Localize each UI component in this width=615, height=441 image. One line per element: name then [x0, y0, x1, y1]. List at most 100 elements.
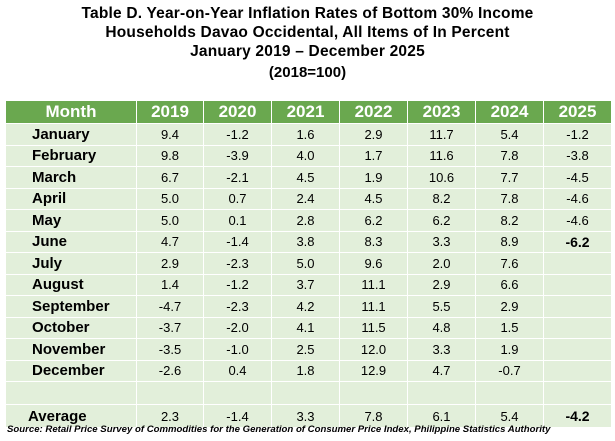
cell-value: -2.0 [203, 316, 272, 339]
cell-value: 1.6 [271, 123, 340, 146]
row-month: April [5, 187, 137, 210]
average-value: 3.3 [271, 404, 340, 428]
cell-value: 6.6 [475, 273, 544, 296]
cell-value: 4.7 [136, 230, 204, 253]
base-year-note: (2018=100) [268, 64, 347, 81]
cell-value: 8.2 [407, 187, 476, 210]
table-row: January 9.4 -1.2 1.6 2.9 11.7 5.4 -1.2 [5, 123, 612, 146]
cell-value: 3.3 [407, 338, 476, 361]
table-body: January 9.4 -1.2 1.6 2.9 11.7 5.4 -1.2 F… [5, 123, 612, 428]
table-row: April 5.0 0.7 2.4 4.5 8.2 7.8 -4.6 [5, 187, 612, 210]
table-row: December -2.6 0.4 1.8 12.9 4.7 -0.7 [5, 359, 612, 382]
cell-value: -4.6 [543, 209, 612, 232]
header-year: 2025 [543, 100, 612, 124]
cell-value: 2.9 [407, 273, 476, 296]
empty-cell [339, 381, 408, 405]
header-year: 2019 [136, 100, 204, 124]
cell-value: 5.5 [407, 295, 476, 318]
empty-cell [5, 381, 137, 405]
table-row: August 1.4 -1.2 3.7 11.1 2.9 6.6 [5, 273, 612, 296]
cell-value: 7.8 [475, 144, 544, 167]
spacer-row [5, 381, 612, 405]
cell-value: -3.8 [543, 144, 612, 167]
average-value: 2.3 [136, 404, 204, 428]
header-year: 2021 [271, 100, 340, 124]
title-line-3: January 2019 – December 2025 [190, 43, 425, 60]
cell-value: 1.4 [136, 273, 204, 296]
cell-value [543, 316, 612, 339]
cell-value: 5.4 [475, 123, 544, 146]
cell-value: -1.2 [203, 273, 272, 296]
cell-value: -4.7 [136, 295, 204, 318]
header-year: 2023 [407, 100, 476, 124]
row-month: June [5, 230, 137, 253]
table-row: May 5.0 0.1 2.8 6.2 6.2 8.2 -4.6 [5, 209, 612, 232]
cell-value: -2.3 [203, 252, 272, 275]
cell-value: -2.1 [203, 166, 272, 189]
cell-value: -4.6 [543, 187, 612, 210]
header-year: 2024 [475, 100, 544, 124]
cell-value [543, 359, 612, 382]
cell-value: 4.5 [271, 166, 340, 189]
empty-cell [136, 381, 204, 405]
row-month: November [5, 338, 137, 361]
table-row: October -3.7 -2.0 4.1 11.5 4.8 1.5 [5, 316, 612, 339]
table-row: February 9.8 -3.9 4.0 1.7 11.6 7.8 -3.8 [5, 144, 612, 167]
cell-value: 3.8 [271, 230, 340, 253]
cell-value: 9.4 [136, 123, 204, 146]
cell-value: 11.6 [407, 144, 476, 167]
table-title: Table D. Year-on-Year Inflation Rates of… [0, 4, 615, 82]
title-line-1: Table D. Year-on-Year Inflation Rates of… [81, 5, 534, 22]
average-value: 7.8 [339, 404, 408, 428]
cell-value: 6.2 [339, 209, 408, 232]
cell-value [543, 338, 612, 361]
cell-value: 0.1 [203, 209, 272, 232]
header-year: 2020 [203, 100, 272, 124]
cell-value: 4.7 [407, 359, 476, 382]
cell-value: 11.7 [407, 123, 476, 146]
title-line-2: Households Davao Occidental, All Items o… [105, 24, 510, 41]
cell-value: -3.5 [136, 338, 204, 361]
cell-value: 2.9 [339, 123, 408, 146]
empty-cell [271, 381, 340, 405]
cell-value [543, 252, 612, 275]
cell-value: 11.1 [339, 295, 408, 318]
cell-value: 10.6 [407, 166, 476, 189]
cell-value: 4.5 [339, 187, 408, 210]
cell-value: -3.9 [203, 144, 272, 167]
header-month: Month [5, 100, 137, 124]
cell-value: 2.4 [271, 187, 340, 210]
cell-value: 8.9 [475, 230, 544, 253]
cell-value: 3.3 [407, 230, 476, 253]
cell-value: 8.3 [339, 230, 408, 253]
empty-cell [407, 381, 476, 405]
row-month: February [5, 144, 137, 167]
empty-cell [475, 381, 544, 405]
cell-value: 8.2 [475, 209, 544, 232]
row-month: May [5, 209, 137, 232]
header-row: Month 2019 2020 2021 2022 2023 2024 2025 [5, 100, 612, 124]
cell-value: 12.9 [339, 359, 408, 382]
cell-value: 7.6 [475, 252, 544, 275]
average-value: -4.2 [543, 404, 612, 428]
cell-value: 5.0 [271, 252, 340, 275]
table-row: March 6.7 -2.1 4.5 1.9 10.6 7.7 -4.5 [5, 166, 612, 189]
cell-value: -3.7 [136, 316, 204, 339]
cell-value: 9.8 [136, 144, 204, 167]
cell-value: 4.2 [271, 295, 340, 318]
table-row: September -4.7 -2.3 4.2 11.1 5.5 2.9 [5, 295, 612, 318]
source-note: Source: Retail Price Survey of Commoditi… [7, 424, 551, 435]
cell-value: 5.0 [136, 209, 204, 232]
cell-value: -6.2 [543, 230, 612, 253]
cell-value: 1.5 [475, 316, 544, 339]
row-month: July [5, 252, 137, 275]
header-year: 2022 [339, 100, 408, 124]
table-row: July 2.9 -2.3 5.0 9.6 2.0 7.6 [5, 252, 612, 275]
cell-value: 7.8 [475, 187, 544, 210]
cell-value: -0.7 [475, 359, 544, 382]
cell-value [543, 295, 612, 318]
cell-value: 11.1 [339, 273, 408, 296]
inflation-table: Month 2019 2020 2021 2022 2023 2024 2025… [5, 100, 612, 428]
row-month: January [5, 123, 137, 146]
